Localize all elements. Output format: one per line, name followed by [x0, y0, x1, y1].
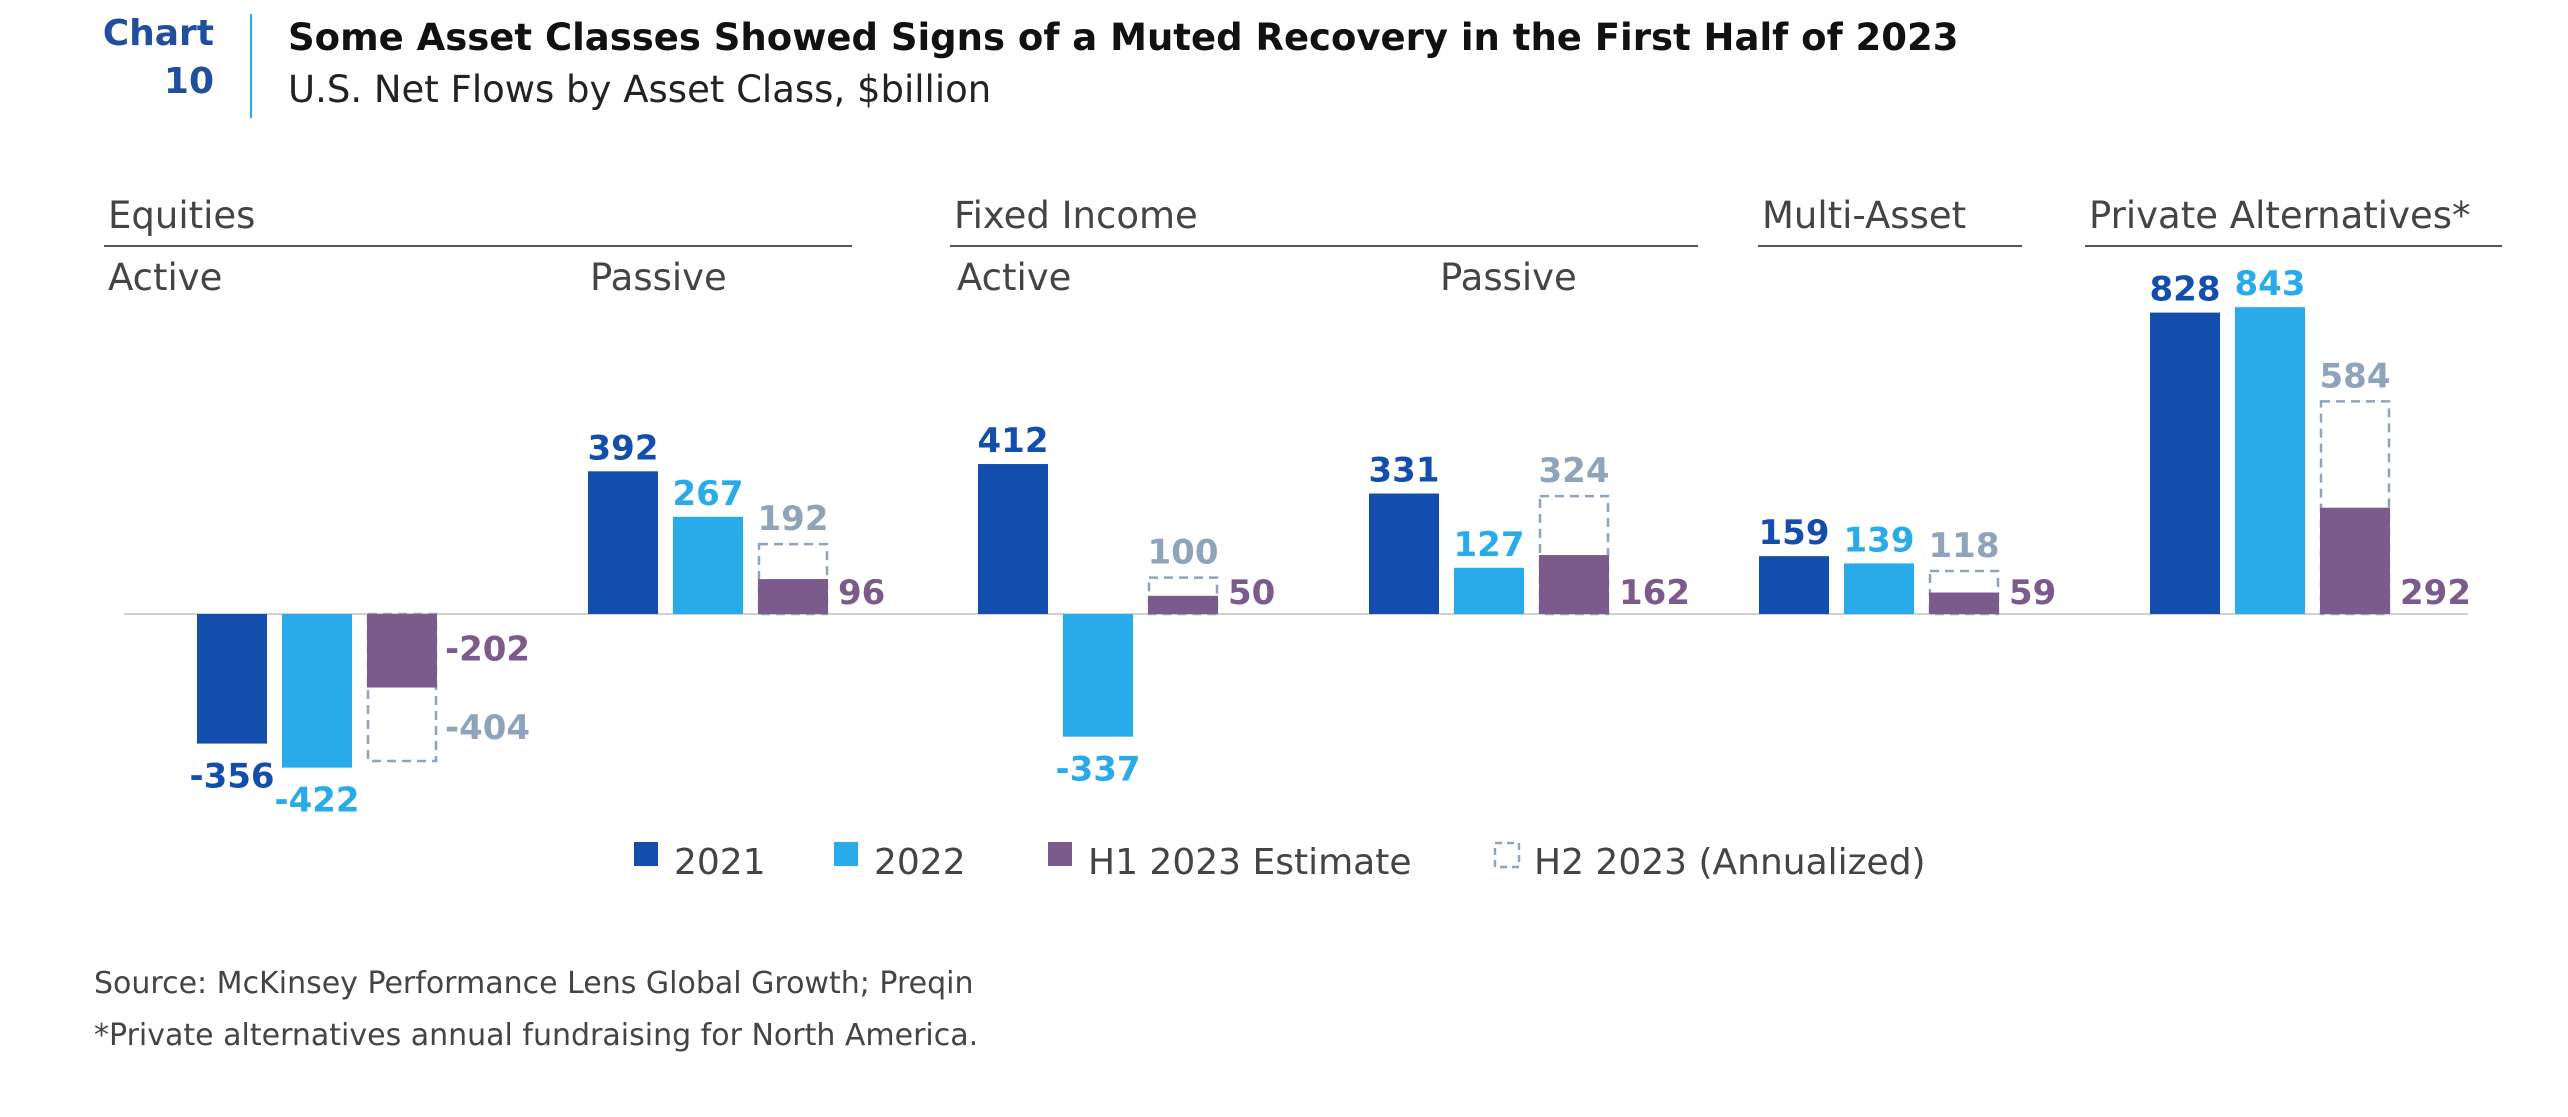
bar-2021-5 — [2150, 312, 2220, 614]
bar-2021-3 — [1369, 493, 1439, 614]
bar-2021-0 — [197, 614, 267, 744]
legend-label-1: 2022 — [874, 842, 966, 883]
label-h2-2023-2: 100 — [1148, 533, 1219, 573]
label-h1-2023-0: -202 — [445, 630, 530, 670]
bar-h1-2023-5 — [2320, 507, 2390, 614]
bar-2022-5 — [2235, 307, 2305, 614]
legend-label-3: H2 2023 (Annualized) — [1534, 842, 1926, 883]
chart-number: 10 — [163, 61, 214, 102]
legend-swatch-3 — [1493, 841, 1521, 869]
label-bar-2021-1: 392 — [588, 428, 659, 468]
bar-2022-2 — [1063, 614, 1133, 737]
label-bar-2022-4: 139 — [1844, 520, 1915, 560]
legend-label-2: H1 2023 Estimate — [1088, 842, 1412, 883]
subgroup-header-0-1: Passive — [590, 256, 727, 299]
label-bar-2021-2: 412 — [978, 421, 1049, 461]
label-bar-2022-2: -337 — [1055, 750, 1140, 790]
label-bar-2022-0: -422 — [274, 781, 359, 821]
bar-h1-2023-3 — [1539, 555, 1609, 614]
bar-2022-1 — [673, 516, 743, 614]
label-bar-2022-1: 267 — [673, 474, 744, 514]
group-header-0: Equities — [108, 194, 255, 237]
label-bar-2021-0: -356 — [189, 757, 274, 797]
label-h2-2023-5: 584 — [2320, 356, 2391, 396]
bar-2022-0 — [282, 614, 352, 768]
label-h1-2023-5: 292 — [2400, 573, 2471, 613]
bar-h1-2023-4 — [1929, 592, 1999, 614]
legend-swatch-1 — [834, 842, 858, 866]
label-h2-2023-4: 118 — [1929, 526, 2000, 566]
bar-2021-2 — [978, 464, 1048, 614]
group-header-1: Fixed Income — [954, 194, 1198, 237]
bar-h1-2023-2 — [1148, 595, 1218, 614]
group-header-2: Multi-Asset — [1762, 194, 1966, 237]
label-h2-2023-0: -404 — [445, 708, 530, 748]
chart-label: Chart — [102, 13, 214, 54]
label-h1-2023-1: 96 — [838, 573, 885, 613]
chart-title: Some Asset Classes Showed Signs of a Mut… — [288, 16, 1959, 59]
footnote: *Private alternatives annual fundraising… — [94, 1018, 979, 1053]
legend-label-0: 2021 — [674, 842, 766, 883]
bar-h1-2023-1 — [758, 579, 828, 614]
subgroup-header-1-0: Active — [957, 256, 1071, 299]
subgroup-header-0-0: Active — [108, 256, 222, 299]
label-bar-2021-3: 331 — [1369, 451, 1440, 491]
subgroup-header-1-1: Passive — [1440, 256, 1577, 299]
chart-tag: Chart 10 — [0, 10, 214, 106]
legend-swatch-0 — [634, 842, 658, 866]
bar-2022-4 — [1844, 563, 1914, 614]
bar-2022-3 — [1454, 567, 1524, 614]
label-h2-2023-1: 192 — [758, 499, 829, 539]
label-bar-2021-4: 159 — [1759, 513, 1830, 553]
tag-divider — [250, 14, 252, 118]
label-h1-2023-2: 50 — [1228, 573, 1275, 613]
label-bar-2022-3: 127 — [1454, 525, 1525, 565]
label-bar-2021-5: 828 — [2150, 270, 2221, 310]
source-note: Source: McKinsey Performance Lens Global… — [94, 966, 974, 1001]
chart-subtitle: U.S. Net Flows by Asset Class, $billion — [288, 68, 992, 111]
bar-h1-2023-0 — [367, 614, 437, 688]
label-h2-2023-3: 324 — [1539, 451, 1610, 491]
label-h1-2023-4: 59 — [2009, 573, 2056, 613]
group-header-3: Private Alternatives* — [2089, 194, 2471, 237]
legend-swatch-2 — [1048, 842, 1072, 866]
label-h1-2023-3: 162 — [1619, 573, 1690, 613]
label-bar-2022-5: 843 — [2235, 264, 2306, 304]
bar-2021-1 — [588, 471, 658, 614]
bar-2021-4 — [1759, 556, 1829, 614]
